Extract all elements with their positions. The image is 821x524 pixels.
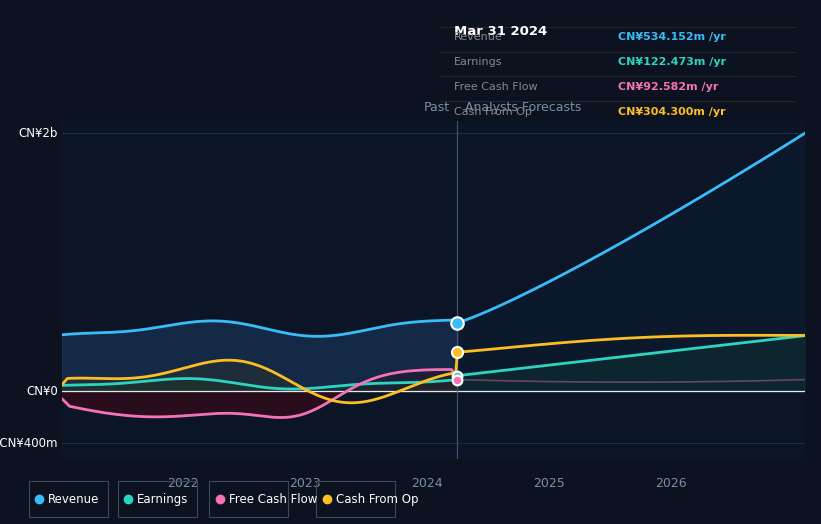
Text: Free Cash Flow: Free Cash Flow — [229, 493, 317, 506]
Text: 2026: 2026 — [655, 477, 686, 490]
Text: CN¥304.300m /yr: CN¥304.300m /yr — [618, 106, 726, 116]
Text: 2025: 2025 — [533, 477, 565, 490]
Text: CN¥92.582m /yr: CN¥92.582m /yr — [618, 82, 718, 92]
Text: CN¥0: CN¥0 — [26, 385, 57, 398]
Text: CN¥122.473m /yr: CN¥122.473m /yr — [618, 57, 726, 67]
Text: Free Cash Flow: Free Cash Flow — [453, 82, 537, 92]
Text: Revenue: Revenue — [453, 32, 502, 42]
Text: Analysts Forecasts: Analysts Forecasts — [465, 101, 581, 114]
Text: 2024: 2024 — [411, 477, 443, 490]
Text: CN¥2b: CN¥2b — [19, 127, 57, 140]
Text: Cash From Op: Cash From Op — [453, 106, 531, 116]
Text: 2023: 2023 — [289, 477, 321, 490]
Text: Past: Past — [424, 101, 450, 114]
Text: -CN¥400m: -CN¥400m — [0, 436, 57, 450]
Text: CN¥534.152m /yr: CN¥534.152m /yr — [618, 32, 726, 42]
Text: Earnings: Earnings — [137, 493, 189, 506]
Text: Earnings: Earnings — [453, 57, 502, 67]
Text: 2022: 2022 — [167, 477, 200, 490]
Text: Mar 31 2024: Mar 31 2024 — [453, 25, 547, 38]
Text: Revenue: Revenue — [48, 493, 99, 506]
Text: Cash From Op: Cash From Op — [336, 493, 418, 506]
